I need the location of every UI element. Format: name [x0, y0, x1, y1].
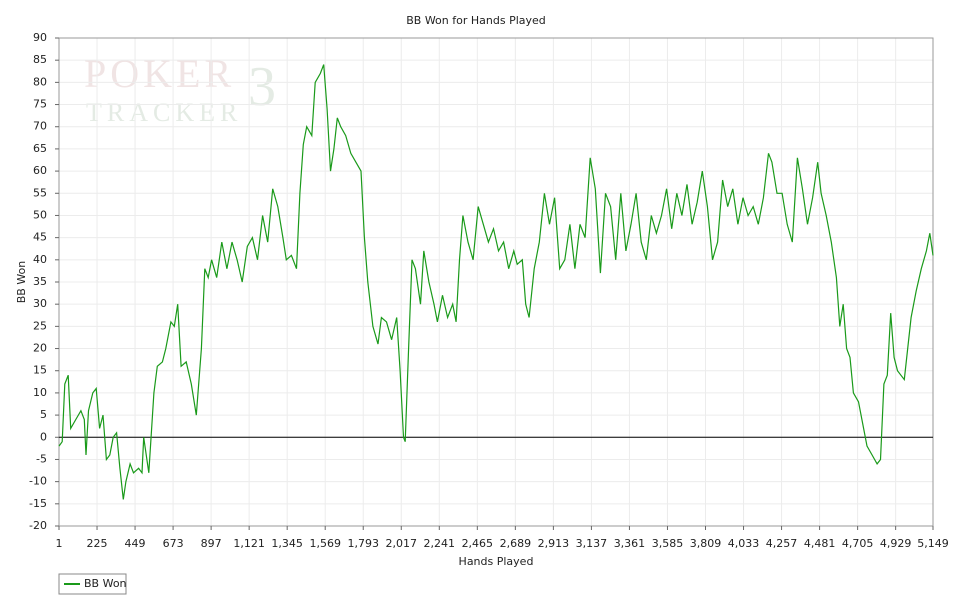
- x-tick-label: 4,481: [804, 537, 836, 550]
- x-tick-label: 4,929: [880, 537, 912, 550]
- y-tick-label: 40: [33, 253, 47, 266]
- y-tick-label: 85: [33, 53, 47, 66]
- x-tick-label: 449: [125, 537, 146, 550]
- watermark-text: 3: [248, 56, 280, 118]
- watermark-text: POKER: [84, 51, 235, 96]
- x-tick-label: 5,149: [917, 537, 949, 550]
- y-tick-label: 25: [33, 319, 47, 332]
- legend: [58, 573, 127, 595]
- y-tick-label: -10: [29, 475, 47, 488]
- watermark-text: TRACKER: [86, 98, 242, 127]
- x-tick-label: 1,569: [309, 537, 341, 550]
- y-tick-label: 50: [33, 208, 47, 221]
- x-tick-label: 3,809: [690, 537, 722, 550]
- legend-label: BB Won: [84, 577, 127, 590]
- x-tick-label: 897: [201, 537, 222, 550]
- y-axis-label: BB Won: [15, 261, 28, 304]
- x-tick-label: 2,241: [424, 537, 456, 550]
- x-tick-label: 1,793: [347, 537, 379, 550]
- line-series: [58, 64, 934, 500]
- chart-title: BB Won for Hands Played: [406, 14, 546, 27]
- y-tick-label: 5: [40, 408, 47, 421]
- x-tick-label: 1,345: [271, 537, 303, 550]
- y-tick-label: 80: [33, 75, 47, 88]
- x-tick-label: 4,705: [842, 537, 874, 550]
- x-tick-label: 2,689: [500, 537, 532, 550]
- x-tick-label: 3,585: [652, 537, 684, 550]
- x-tick-label: 3,361: [614, 537, 646, 550]
- y-tick-label: 45: [33, 231, 47, 244]
- x-tick-label: 4,257: [766, 537, 798, 550]
- y-tick-label: 15: [33, 364, 47, 377]
- y-tick-label: 55: [33, 186, 47, 199]
- y-tick-label: 70: [33, 120, 47, 133]
- y-tick-label: 75: [33, 98, 47, 111]
- y-tick-label: -20: [29, 519, 47, 532]
- y-tick-label: 35: [33, 275, 47, 288]
- watermark: POKER TRACKER 3: [84, 51, 280, 127]
- x-tick-label: 2,913: [538, 537, 570, 550]
- y-tick-label: -15: [29, 497, 47, 510]
- y-tick-label: 30: [33, 297, 47, 310]
- x-tick-label: 4,033: [728, 537, 760, 550]
- x-tick-label: 2,017: [386, 537, 418, 550]
- y-tick-label: 20: [33, 342, 47, 355]
- x-tick-label: 1,121: [233, 537, 265, 550]
- x-tick-label: 3,137: [576, 537, 608, 550]
- y-tick-label: -5: [36, 452, 47, 465]
- x-tick-label: 225: [87, 537, 108, 550]
- x-tick-label: 2,465: [462, 537, 494, 550]
- y-tick-label: 60: [33, 164, 47, 177]
- y-tick-label: 90: [33, 31, 47, 44]
- y-tick-label: 65: [33, 142, 47, 155]
- x-axis-label: Hands Played: [459, 555, 534, 568]
- y-tick-label: 0: [40, 430, 47, 443]
- x-tick-label: 1: [56, 537, 63, 550]
- x-tick-label: 673: [163, 537, 184, 550]
- y-tick-label: 10: [33, 386, 47, 399]
